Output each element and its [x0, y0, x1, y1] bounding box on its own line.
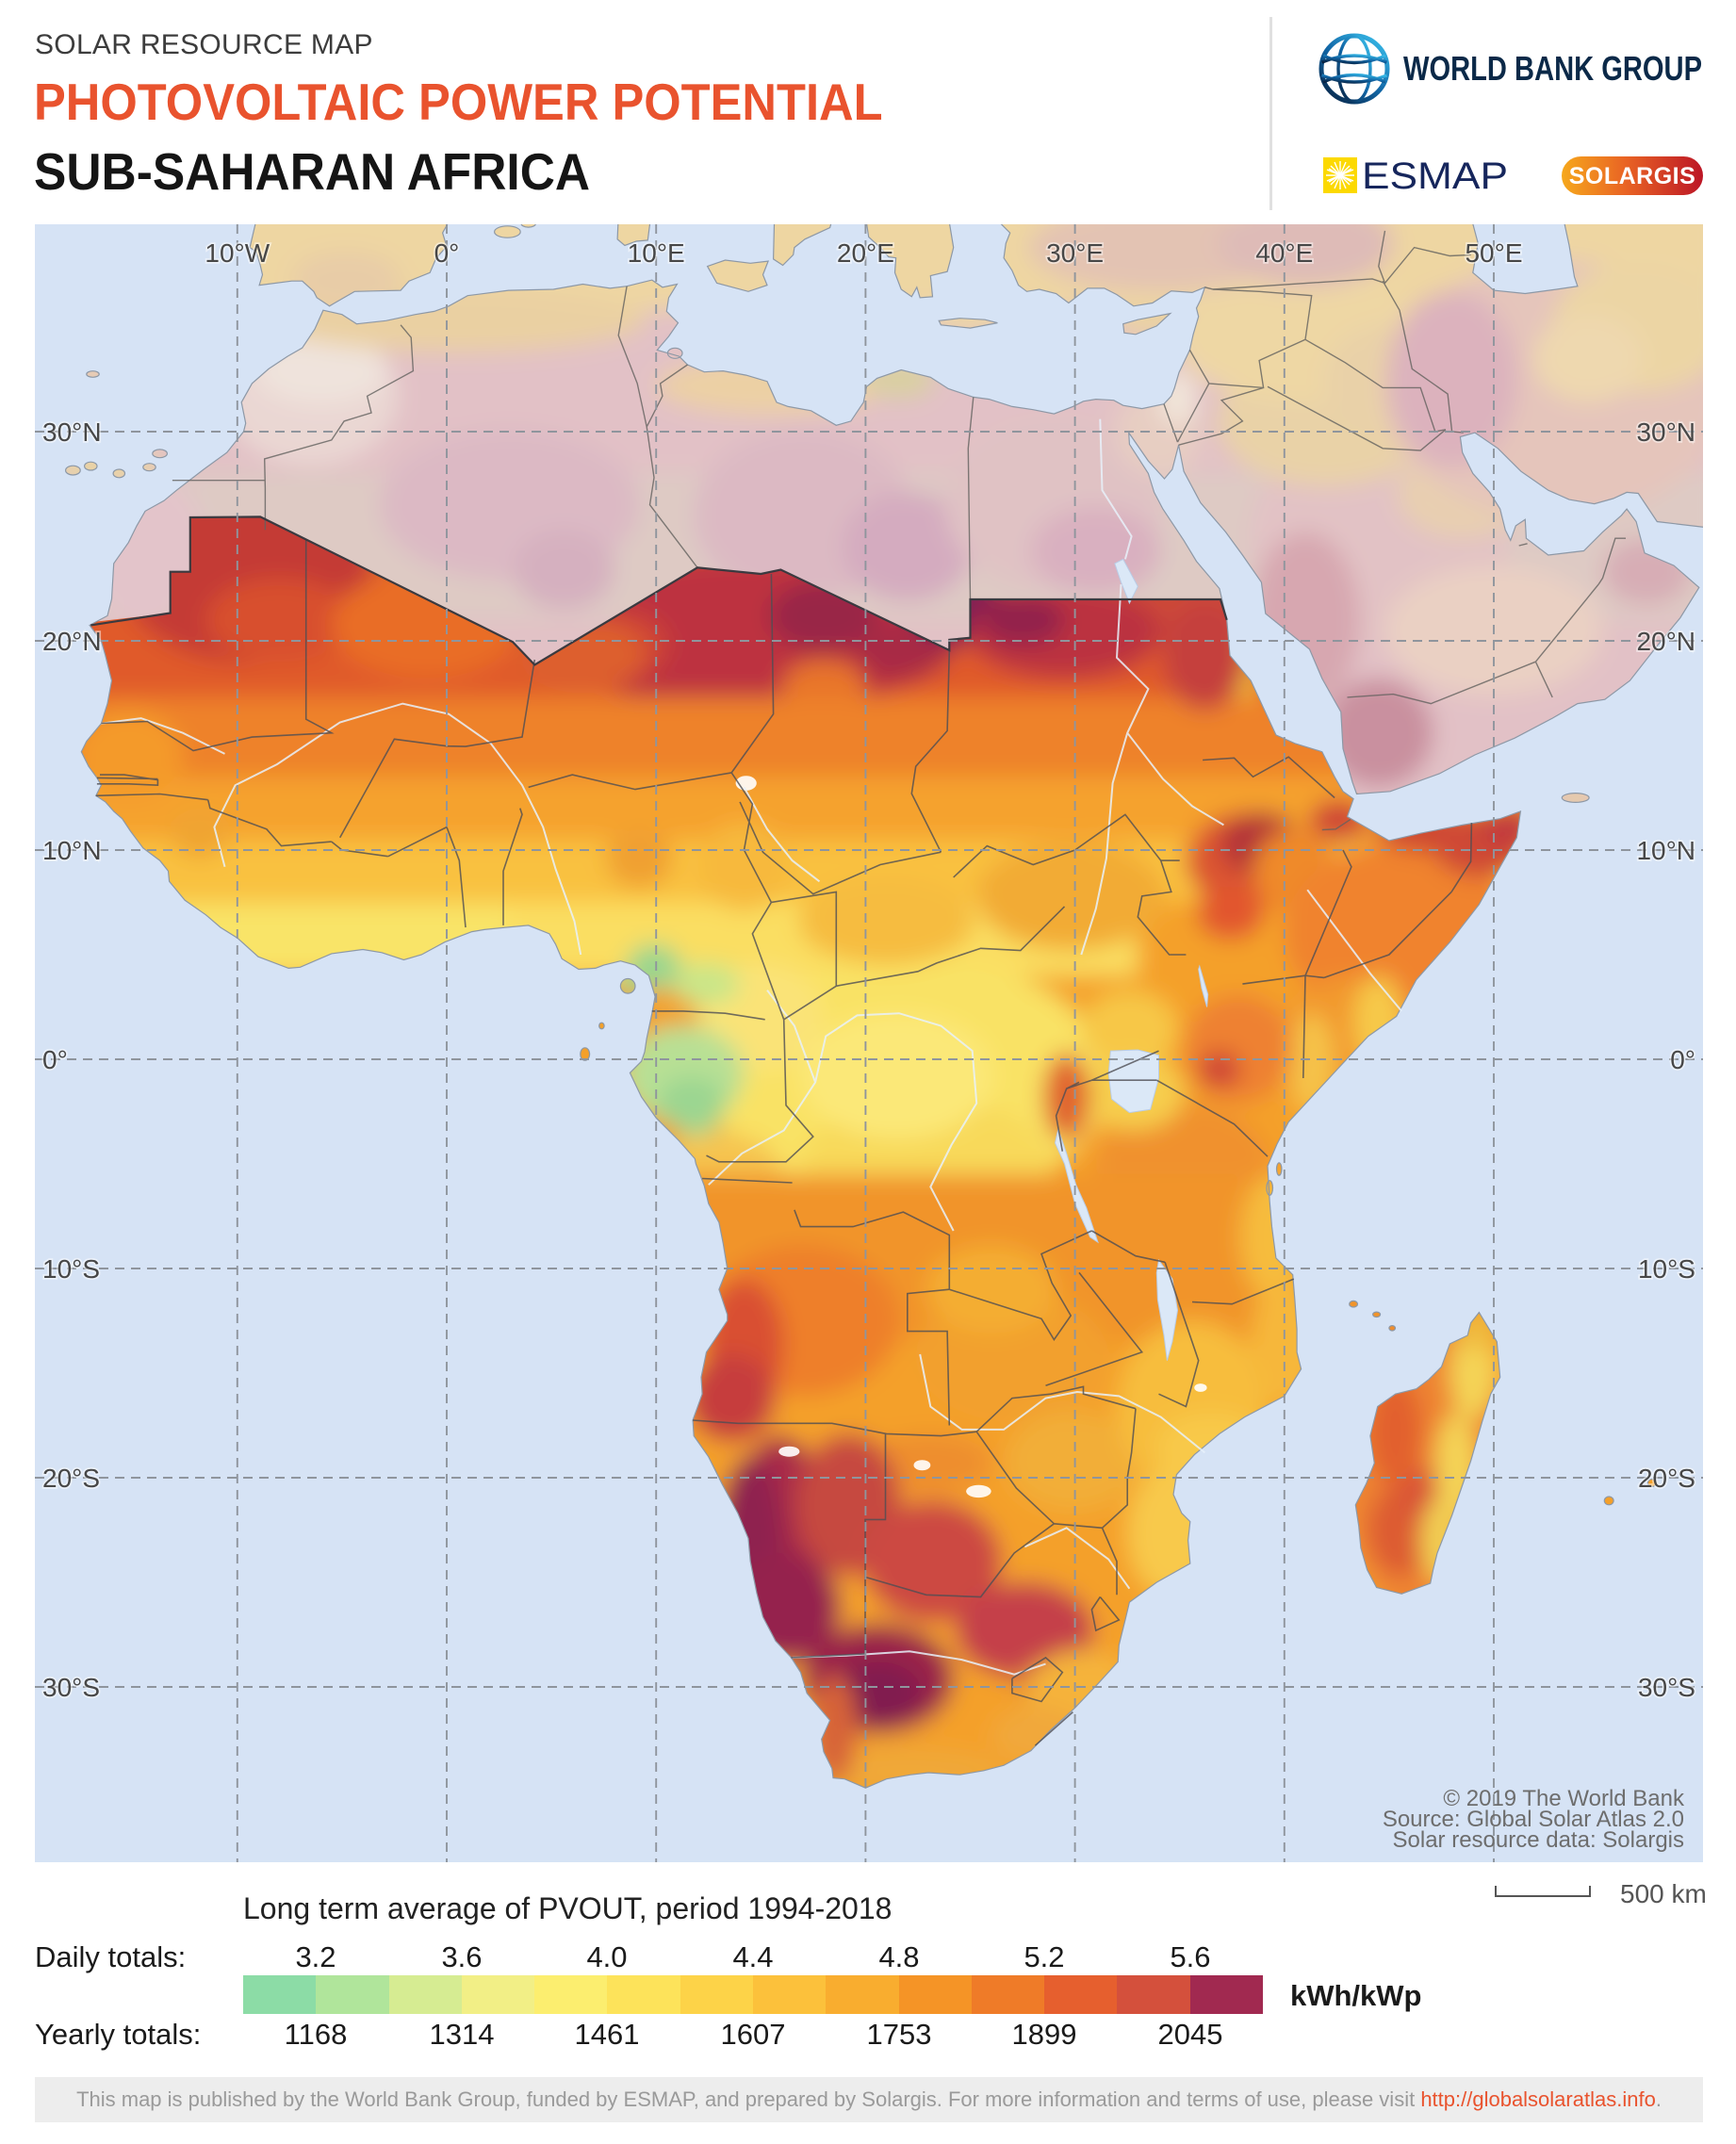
svg-text:0°: 0° [1670, 1045, 1695, 1074]
svg-text:ESMAP: ESMAP [1362, 156, 1508, 194]
svg-text:30°S: 30°S [42, 1673, 100, 1702]
svg-text:0°: 0° [434, 238, 460, 268]
svg-text:20°N: 20°N [1636, 627, 1695, 656]
svg-text:40°E: 40°E [1255, 238, 1313, 268]
svg-text:50°E: 50°E [1465, 238, 1522, 268]
svg-text:10°E: 10°E [628, 238, 685, 268]
svg-text:20°S: 20°S [42, 1464, 100, 1493]
svg-text:30°E: 30°E [1046, 238, 1104, 268]
svg-text:10°S: 10°S [1638, 1254, 1695, 1284]
svg-text:30°N: 30°N [1636, 417, 1695, 447]
svg-text:© 2019 The World Bank: © 2019 The World Bank [1443, 1786, 1685, 1811]
svg-text:20°N: 20°N [42, 627, 102, 656]
svg-text:0°: 0° [42, 1045, 68, 1074]
svg-text:SOLARGIS: SOLARGIS [1569, 163, 1696, 189]
svg-text:Solar resource data: Solargis: Solar resource data: Solargis [1393, 1827, 1685, 1853]
svg-text:10°S: 10°S [42, 1254, 100, 1284]
svg-text:10°N: 10°N [42, 836, 102, 865]
svg-text:30°S: 30°S [1638, 1673, 1695, 1702]
svg-text:20°E: 20°E [837, 238, 894, 268]
svg-text:Source: Global Solar Atlas 2.0: Source: Global Solar Atlas 2.0 [1383, 1807, 1684, 1832]
svg-text:20°S: 20°S [1638, 1464, 1695, 1493]
svg-text:10°N: 10°N [1636, 836, 1695, 865]
svg-text:10°W: 10°W [205, 238, 270, 268]
svg-text:WORLD BANK GROUP: WORLD BANK GROUP [1403, 49, 1702, 88]
svg-text:30°N: 30°N [42, 417, 102, 447]
